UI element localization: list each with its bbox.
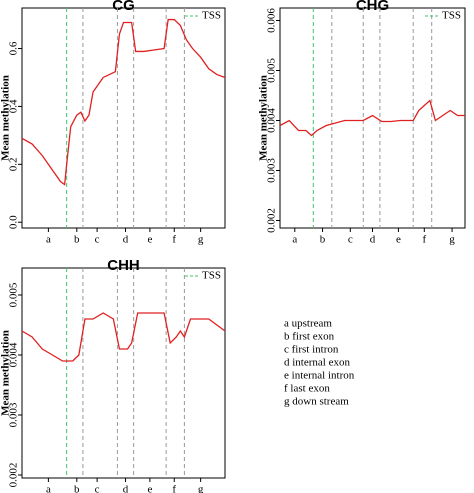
- region-key-item: e internal intron: [284, 370, 355, 382]
- plot-frame: [21, 267, 226, 479]
- x-tick-label: c: [95, 484, 100, 493]
- legend-label: TSS: [202, 10, 221, 22]
- x-tick-label: f: [422, 234, 426, 246]
- region-key-item: c first intron: [284, 344, 339, 356]
- x-tick-label: a: [292, 234, 297, 246]
- methylation-line: [21, 312, 226, 362]
- plot-frame: [21, 7, 226, 229]
- y-axis-label: Mean methylation: [0, 75, 12, 161]
- chart-title: CHH: [107, 257, 140, 274]
- plot-frame: [279, 7, 466, 229]
- region-key-item: g down stream: [284, 396, 349, 408]
- x-tick-label: g: [198, 234, 204, 246]
- y-axis-label: Mean methylation: [258, 75, 270, 161]
- x-tick-label: c: [348, 234, 353, 246]
- y-tick-label: 0.004: [266, 108, 278, 133]
- y-tick-label: 0.0: [8, 215, 20, 229]
- y-tick-label: 0.002: [8, 463, 20, 488]
- legend-label: TSS: [442, 10, 461, 22]
- chart-title: CG: [112, 0, 135, 14]
- x-tick-label: f: [172, 484, 176, 493]
- chart-title: CHG: [356, 0, 389, 14]
- y-axis-label: Mean methylation: [0, 330, 12, 416]
- x-tick-label: c: [95, 234, 100, 246]
- y-tick-label: 0.003: [266, 158, 278, 183]
- x-tick-label: e: [147, 234, 152, 246]
- region-key-item: b first exon: [284, 331, 335, 343]
- x-tick-label: b: [74, 484, 80, 493]
- y-tick-label: 0.005: [266, 58, 278, 83]
- x-tick-label: b: [320, 234, 326, 246]
- methylation-line: [21, 18, 226, 186]
- x-tick-label: d: [123, 234, 129, 246]
- x-tick-label: e: [147, 484, 152, 493]
- x-tick-label: b: [74, 234, 80, 246]
- x-tick-label: a: [46, 234, 51, 246]
- y-tick-label: 0.4: [8, 99, 20, 113]
- legend-label: TSS: [202, 270, 221, 282]
- x-tick-label: d: [370, 234, 376, 246]
- x-tick-label: f: [172, 234, 176, 246]
- y-tick-label: 0.6: [8, 41, 20, 55]
- region-key-item: a upstream: [284, 318, 332, 330]
- y-tick-label: 0.005: [8, 282, 20, 307]
- x-tick-label: e: [396, 234, 401, 246]
- y-tick-label: 0.002: [266, 208, 278, 233]
- x-tick-label: d: [123, 484, 129, 493]
- y-tick-label: 0.003: [8, 402, 20, 427]
- y-tick-label: 0.2: [8, 157, 20, 171]
- region-key-item: d internal exon: [284, 357, 350, 369]
- x-tick-label: a: [46, 484, 51, 493]
- y-tick-label: 0.006: [266, 8, 278, 33]
- x-tick-label: g: [198, 484, 204, 493]
- methylation-line: [279, 99, 465, 137]
- region-key-item: f last exon: [284, 383, 330, 395]
- x-tick-label: g: [449, 234, 455, 246]
- y-tick-label: 0.004: [8, 342, 20, 367]
